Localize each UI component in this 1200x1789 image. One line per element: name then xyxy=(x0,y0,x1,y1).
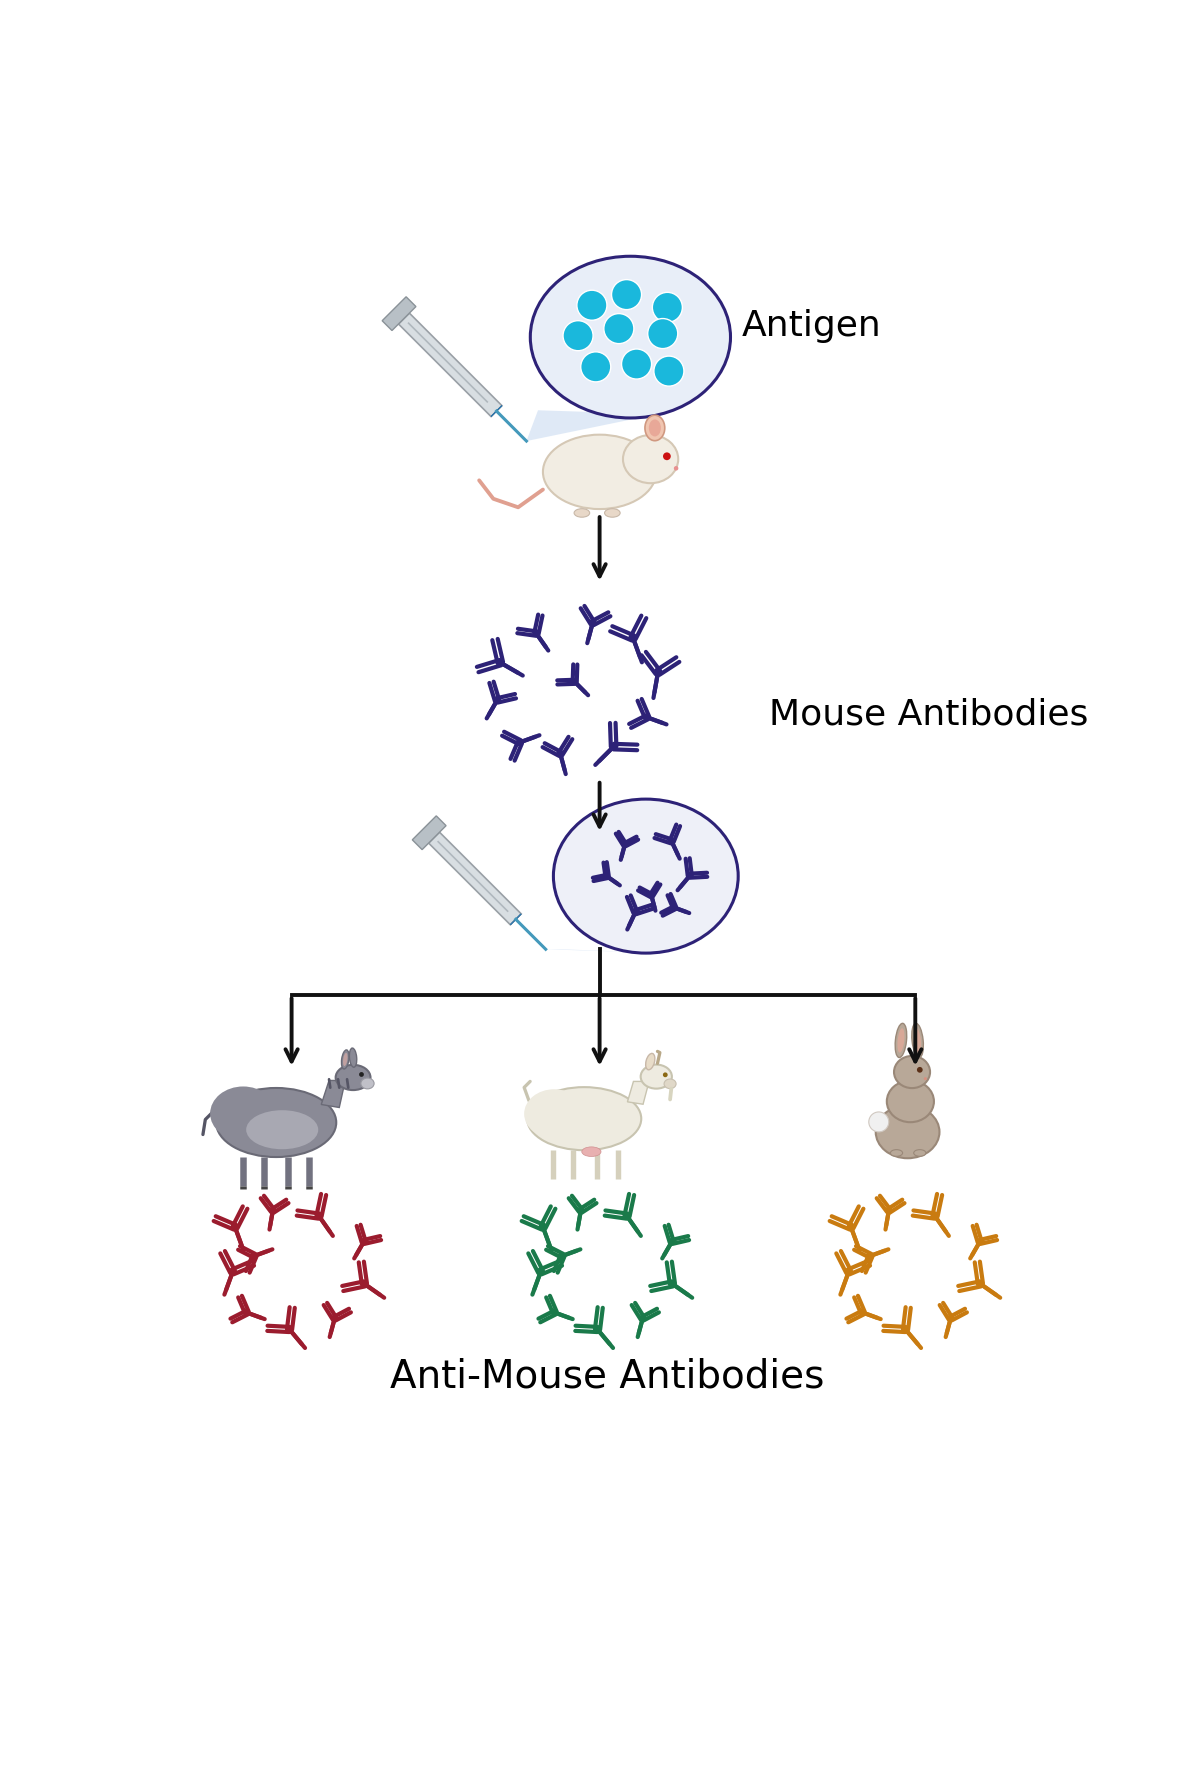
Polygon shape xyxy=(510,914,521,925)
Ellipse shape xyxy=(246,1111,318,1149)
Ellipse shape xyxy=(349,1048,356,1068)
Polygon shape xyxy=(527,410,658,442)
Ellipse shape xyxy=(887,1081,934,1122)
Polygon shape xyxy=(628,1081,649,1104)
Ellipse shape xyxy=(210,1086,276,1141)
Polygon shape xyxy=(398,313,502,417)
Polygon shape xyxy=(491,406,502,417)
Ellipse shape xyxy=(553,800,738,954)
Circle shape xyxy=(869,1113,889,1132)
Ellipse shape xyxy=(876,1106,940,1157)
Circle shape xyxy=(674,467,678,471)
Ellipse shape xyxy=(342,1050,349,1070)
Circle shape xyxy=(924,1077,926,1081)
Circle shape xyxy=(662,1072,667,1077)
Circle shape xyxy=(604,313,634,343)
Ellipse shape xyxy=(898,1029,905,1052)
Circle shape xyxy=(653,292,683,322)
Circle shape xyxy=(577,290,607,320)
Ellipse shape xyxy=(336,1064,371,1090)
Ellipse shape xyxy=(524,1090,584,1138)
Text: Anti-Mouse Antibodies: Anti-Mouse Antibodies xyxy=(390,1358,824,1395)
Ellipse shape xyxy=(664,1079,676,1090)
Ellipse shape xyxy=(649,419,661,437)
Ellipse shape xyxy=(361,1079,374,1090)
Circle shape xyxy=(917,1066,923,1073)
Ellipse shape xyxy=(895,1023,907,1057)
Circle shape xyxy=(622,349,652,379)
Polygon shape xyxy=(413,816,446,850)
Ellipse shape xyxy=(216,1088,336,1157)
Circle shape xyxy=(581,352,611,381)
Ellipse shape xyxy=(343,1054,348,1066)
Ellipse shape xyxy=(894,1056,930,1088)
Circle shape xyxy=(563,320,593,351)
Circle shape xyxy=(612,279,642,309)
Ellipse shape xyxy=(574,508,589,517)
Ellipse shape xyxy=(605,508,620,517)
Ellipse shape xyxy=(890,1150,902,1156)
Ellipse shape xyxy=(646,1054,655,1070)
Circle shape xyxy=(664,453,671,460)
Circle shape xyxy=(648,318,678,349)
Circle shape xyxy=(359,1072,364,1077)
Text: Mouse Antibodies: Mouse Antibodies xyxy=(769,698,1088,732)
Ellipse shape xyxy=(913,1150,926,1156)
Ellipse shape xyxy=(644,415,665,440)
Ellipse shape xyxy=(527,1088,641,1150)
Ellipse shape xyxy=(582,1147,601,1156)
Polygon shape xyxy=(428,832,521,925)
Ellipse shape xyxy=(912,1023,923,1057)
Ellipse shape xyxy=(530,256,731,419)
Ellipse shape xyxy=(641,1064,672,1090)
Ellipse shape xyxy=(914,1029,922,1052)
Polygon shape xyxy=(382,297,416,331)
Text: Antigen: Antigen xyxy=(742,308,882,342)
Circle shape xyxy=(654,356,684,386)
Ellipse shape xyxy=(623,435,678,483)
Polygon shape xyxy=(322,1081,346,1107)
Ellipse shape xyxy=(542,435,656,510)
Polygon shape xyxy=(546,950,665,954)
